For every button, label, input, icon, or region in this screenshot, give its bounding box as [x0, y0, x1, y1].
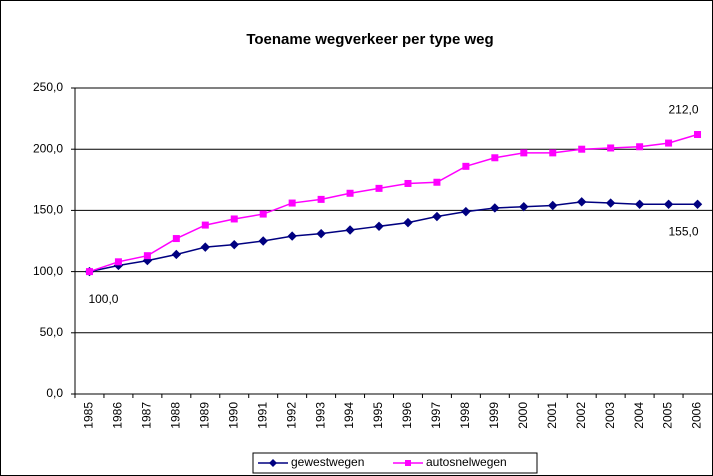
data-label: 100,0	[88, 292, 118, 306]
y-tick-label: 200,0	[33, 141, 63, 155]
series-line	[89, 133, 698, 273]
marker	[636, 143, 644, 151]
marker	[316, 228, 326, 239]
data-label: 212,0	[669, 103, 699, 117]
marker	[375, 184, 383, 192]
x-tick-label: 1998	[458, 402, 472, 429]
chart-title: Toename wegverkeer per type weg	[246, 31, 493, 48]
x-tick-label: 2004	[632, 402, 646, 429]
x-tick-label: 2002	[574, 402, 588, 429]
x-tick-label: 1995	[371, 402, 385, 429]
x-tick-label: 1992	[284, 402, 298, 429]
marker	[578, 145, 586, 153]
marker	[634, 199, 645, 209]
x-tick-label: 1996	[400, 402, 414, 429]
x-tick-label: 1989	[197, 402, 211, 429]
x-tick-label: 1990	[226, 402, 240, 429]
marker	[172, 235, 180, 243]
marker	[607, 144, 615, 152]
marker	[490, 203, 500, 213]
marker	[433, 178, 441, 186]
marker	[229, 239, 239, 250]
y-tick-label: 150,0	[33, 203, 63, 217]
marker	[549, 149, 557, 157]
x-tick-label: 1988	[169, 402, 183, 429]
x-tick-label: 2005	[661, 402, 675, 429]
x-tick-label: 1993	[313, 402, 327, 429]
legend-label: gewestwegen	[291, 455, 364, 469]
marker	[114, 258, 122, 266]
legend-label: autosnelwegen	[426, 455, 507, 469]
marker	[548, 200, 558, 211]
marker	[345, 225, 355, 235]
marker	[663, 199, 674, 209]
marker	[258, 236, 268, 246]
y-tick-label: 50,0	[40, 325, 64, 339]
marker	[85, 268, 93, 276]
marker	[404, 179, 412, 187]
y-tick-label: 250,0	[33, 80, 63, 94]
x-tick-label: 1994	[342, 402, 356, 429]
marker	[491, 154, 499, 162]
marker	[692, 199, 703, 209]
marker	[374, 221, 384, 232]
marker	[461, 206, 471, 217]
marker	[201, 221, 209, 229]
marker	[576, 197, 587, 207]
data-label: 155,0	[669, 224, 699, 238]
marker	[230, 215, 238, 223]
x-tick-label: 1999	[487, 402, 501, 429]
marker	[403, 217, 413, 228]
marker	[259, 210, 267, 218]
marker	[287, 231, 297, 241]
marker	[288, 199, 296, 207]
marker	[605, 198, 616, 208]
x-tick-label: 2001	[545, 402, 559, 429]
x-tick-label: 1986	[111, 402, 125, 429]
marker	[665, 139, 673, 147]
x-tick-label: 2006	[690, 402, 704, 429]
legend-marker	[405, 460, 411, 466]
marker	[143, 252, 151, 260]
marker	[432, 211, 442, 222]
marker	[317, 195, 325, 203]
y-tick-label: 100,0	[33, 264, 63, 278]
marker	[694, 131, 702, 139]
marker	[519, 202, 529, 212]
y-tick-label: 0,0	[46, 386, 63, 400]
x-tick-label: 1985	[82, 402, 96, 429]
marker	[200, 242, 211, 252]
series-line	[89, 201, 698, 273]
x-tick-label: 1991	[255, 402, 269, 429]
marker	[346, 189, 354, 197]
x-tick-label: 2003	[603, 402, 617, 429]
x-tick-label: 1997	[429, 402, 443, 429]
marker	[520, 149, 528, 157]
legend-marker	[269, 459, 277, 467]
marker	[171, 249, 182, 260]
x-tick-label: 1987	[140, 402, 154, 429]
marker	[462, 162, 470, 170]
x-tick-label: 2000	[516, 402, 530, 429]
